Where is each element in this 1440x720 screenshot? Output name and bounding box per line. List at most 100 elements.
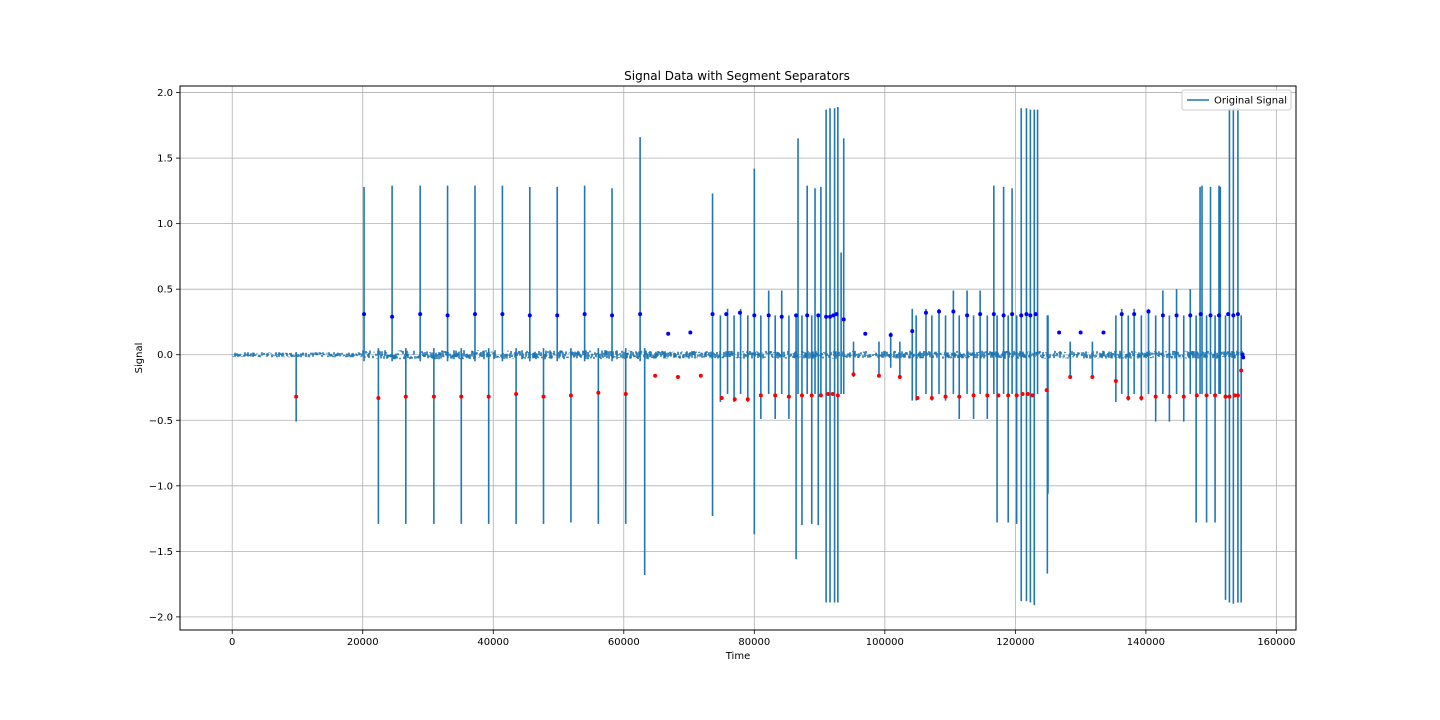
blue-marker-point — [841, 317, 846, 322]
blue-marker-point — [390, 314, 395, 319]
red-marker-point — [732, 397, 737, 402]
blue-marker-point — [805, 313, 810, 318]
red-marker-point — [431, 394, 436, 399]
blue-marker-point — [816, 313, 821, 318]
signal-baseline — [231, 350, 1245, 360]
blue-marker-point — [1019, 313, 1024, 318]
blue-marker-point — [1028, 313, 1033, 318]
red-marker-point — [809, 393, 814, 398]
red-marker-point — [623, 392, 628, 397]
blue-marker-point — [1241, 355, 1246, 360]
blue-marker-point — [610, 313, 615, 318]
red-marker-point — [758, 393, 763, 398]
blue-marker-point — [1216, 313, 1221, 318]
blue-marker-point — [779, 314, 784, 319]
blue-marker-point — [445, 313, 450, 318]
blue-marker-point — [1101, 330, 1106, 335]
legend-box — [1181, 89, 1292, 111]
red-marker-point — [1090, 375, 1095, 380]
red-marker-point — [1235, 393, 1240, 398]
x-axis-label: Time — [725, 651, 750, 662]
blue-marker-point — [910, 329, 915, 334]
red-marker-point — [818, 393, 823, 398]
red-marker-point — [653, 373, 658, 378]
red-marker-point — [1232, 393, 1237, 398]
red-marker-point — [1139, 395, 1144, 400]
blue-marker-point — [888, 333, 893, 338]
blue-marker-point — [1001, 313, 1006, 318]
red-marker-point — [1213, 393, 1218, 398]
y-tick-label: 0.5 — [157, 285, 173, 296]
blue-marker-point — [472, 312, 477, 317]
blue-marker-point — [638, 312, 643, 317]
blue-marker-point — [1226, 312, 1231, 317]
blue-marker-point — [1010, 312, 1015, 317]
y-tick-label: −2.0 — [149, 612, 173, 623]
blue-marker-point — [766, 313, 771, 318]
red-marker-point — [786, 394, 791, 399]
blue-marker-point — [1057, 330, 1062, 335]
blue-marker-point — [362, 312, 367, 317]
blue-marker-point — [710, 312, 715, 317]
blue-marker-point — [794, 313, 799, 318]
red-marker-point — [1030, 393, 1035, 398]
x-tick-label: 60000 — [608, 637, 640, 648]
blue-marker-point — [1132, 312, 1137, 317]
red-marker-point — [745, 397, 750, 402]
red-marker-point — [459, 394, 464, 399]
y-axis-label: Signal — [134, 343, 145, 374]
blue-marker-point — [418, 312, 423, 317]
red-marker-point — [1153, 394, 1158, 399]
blue-marker-point — [831, 313, 836, 318]
y-tick-label: −1.5 — [149, 547, 173, 558]
red-marker-point — [826, 392, 831, 397]
red-marker-point — [1044, 388, 1049, 393]
x-tick-label: 20000 — [347, 637, 379, 648]
red-marker-point — [957, 394, 962, 399]
blue-marker-point — [824, 314, 829, 319]
red-marker-point — [985, 393, 990, 398]
red-marker-point — [1025, 392, 1030, 397]
blue-marker-point — [527, 313, 532, 318]
blue-marker-point — [1208, 313, 1213, 318]
red-marker-point — [1227, 394, 1232, 399]
blue-marker-point — [863, 331, 868, 336]
red-marker-point — [929, 395, 934, 400]
blue-marker-point — [991, 312, 996, 317]
blue-marker-point — [555, 313, 560, 318]
y-tick-label: 2.0 — [157, 88, 173, 99]
blue-marker-point — [834, 312, 839, 317]
red-marker-point — [1113, 378, 1118, 383]
blue-marker-point — [666, 331, 671, 336]
red-marker-point — [376, 395, 381, 400]
chart-title: Signal Data with Segment Separators — [624, 69, 850, 83]
red-marker-point — [403, 394, 408, 399]
y-axis-ticks: −2.0 −1.5 −1.0 −0.5 0.0 0.5 1.0 1.5 2.0 — [149, 88, 180, 623]
red-marker-point — [1167, 394, 1172, 399]
red-marker-point — [996, 393, 1001, 398]
blue-marker-point — [1160, 313, 1165, 318]
red-marker-point — [1006, 393, 1011, 398]
red-marker-point — [1020, 392, 1025, 397]
red-marker-point — [1126, 395, 1131, 400]
blue-marker-point — [500, 312, 505, 317]
x-tick-label: 40000 — [477, 637, 509, 648]
blue-marker-point — [724, 312, 729, 317]
red-marker-point — [596, 390, 601, 395]
x-tick-label: 0 — [229, 637, 235, 648]
x-tick-label: 140000 — [1127, 637, 1165, 648]
red-marker-point — [851, 372, 856, 377]
blue-marker-point — [1174, 313, 1179, 318]
red-marker-point — [1014, 393, 1019, 398]
red-marker-point — [514, 392, 519, 397]
red-marker-point — [835, 393, 840, 398]
red-marker-point — [568, 393, 573, 398]
red-marker-point — [830, 392, 835, 397]
blue-marker-point — [951, 309, 956, 314]
x-tick-label: 80000 — [738, 637, 770, 648]
blue-marker-point — [1078, 330, 1083, 335]
blue-marker-point — [737, 310, 742, 315]
blue-marker-point — [1188, 313, 1193, 318]
red-marker-point — [1239, 368, 1244, 373]
